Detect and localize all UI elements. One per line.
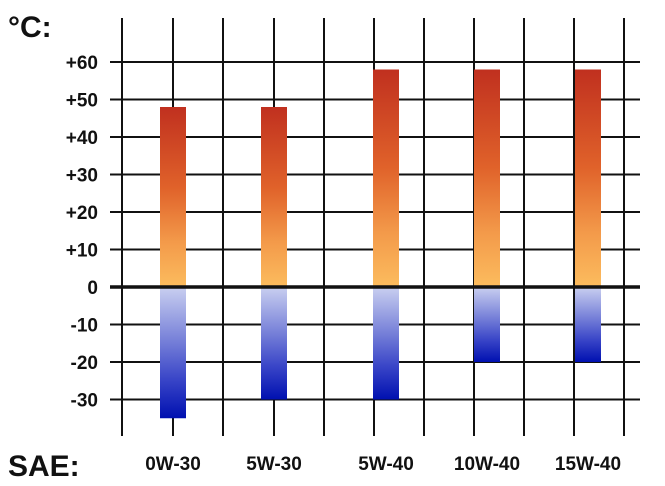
bars	[160, 69, 601, 419]
y-axis-tick-labels: +60 +50 +40 +30 +20 +10 0 -10 -20 -30	[66, 53, 98, 412]
y-tick-label: -30	[71, 391, 98, 412]
bar-cold-segment	[474, 287, 500, 362]
y-axis-unit-label: °C:	[8, 11, 52, 44]
bar-warm-segment	[373, 69, 399, 287]
bar-cold-segment	[261, 287, 287, 400]
bar-5W-30	[261, 107, 287, 400]
bar-cold-segment	[160, 287, 186, 419]
y-tick-label: +40	[66, 128, 98, 149]
y-tick-label: +60	[66, 53, 98, 74]
bar-warm-segment	[261, 107, 287, 287]
category-label-5W-40: 5W-40	[358, 454, 414, 475]
bar-warm-segment	[160, 107, 186, 287]
bar-10W-40	[474, 69, 500, 362]
y-tick-label: +50	[66, 91, 98, 112]
category-label-0W-30: 0W-30	[145, 454, 201, 475]
bar-warm-segment	[474, 69, 500, 287]
bar-cold-segment	[373, 287, 399, 400]
category-label-15W-40: 15W-40	[555, 454, 621, 475]
category-label-5W-30: 5W-30	[246, 454, 302, 475]
x-axis-category-labels: 0W-30 5W-30 5W-40 10W-40 15W-40	[145, 454, 621, 475]
y-tick-label: +10	[66, 241, 98, 262]
x-axis-prefix-label: SAE:	[8, 450, 80, 483]
bar-warm-segment	[575, 69, 601, 287]
bar-cold-segment	[575, 287, 601, 362]
y-tick-label: +20	[66, 203, 98, 224]
y-tick-label: -10	[71, 316, 98, 337]
y-tick-label: -20	[71, 353, 98, 374]
y-tick-label: 0	[87, 278, 98, 299]
bar-15W-40	[575, 69, 601, 362]
y-tick-label: +30	[66, 166, 98, 187]
bar-5W-40	[373, 69, 399, 400]
bar-0W-30	[160, 107, 186, 419]
category-label-10W-40: 10W-40	[454, 454, 520, 475]
